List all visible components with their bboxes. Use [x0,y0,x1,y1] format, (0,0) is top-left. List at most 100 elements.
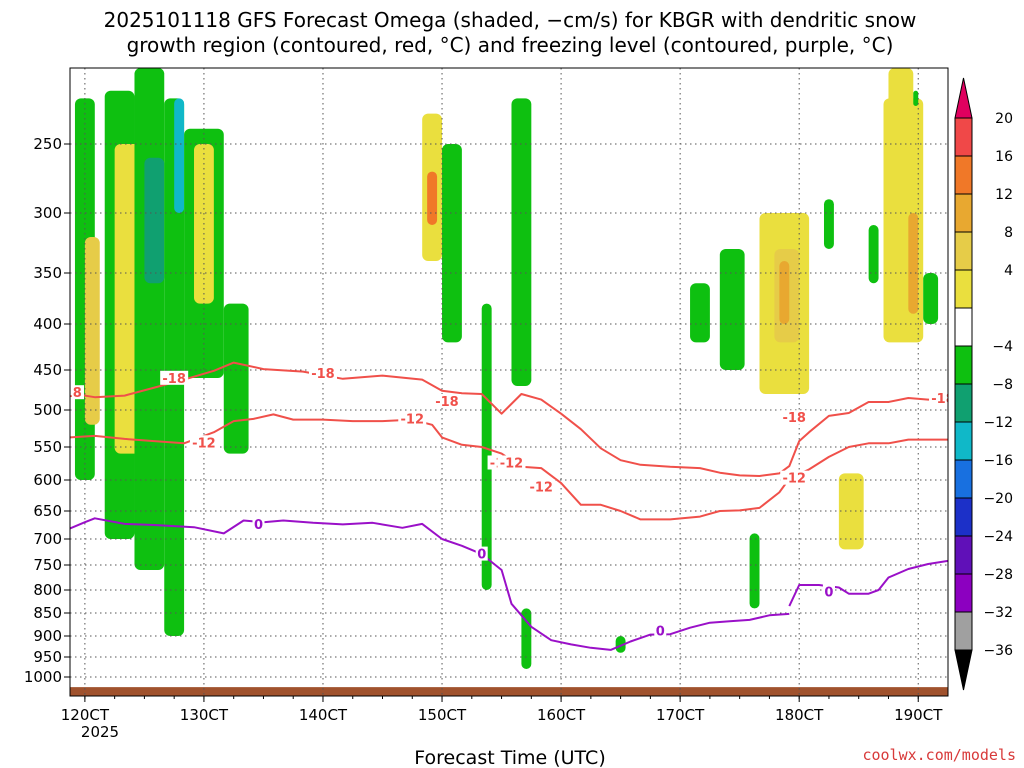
contour-label-bg [497,455,526,470]
freezing-level-contour [788,559,948,607]
y-tick-label: 450 [33,361,62,379]
colorbar-segment [954,193,973,233]
contour-label: 0 [656,624,665,639]
contour-label: -12 [401,413,425,428]
dgz-contour [70,413,948,521]
plot-frame [69,67,949,697]
contour-label-bg [252,517,265,531]
x-tick-label: 190CT [894,706,943,724]
chart-title-line-2: growth region (contoured, red, °C) and f… [127,33,894,57]
colorbar-label: 20 [995,111,1013,127]
omega-shade-cell [164,98,185,636]
omega-shade-cell [908,213,919,314]
ground-fill [70,687,948,696]
y-tick-label: 700 [33,530,62,548]
colorbar-label: −28 [983,567,1013,583]
colorbar-segment [954,459,973,499]
x-tick-label: 180CT [775,706,824,724]
colorbar-label: −24 [983,529,1013,545]
colorbar-segment [954,155,973,195]
omega-shade-cell [913,90,919,106]
contour-label: -18 [58,386,82,401]
omega-shade-cell [749,533,760,609]
omega-shade-cell [868,225,879,284]
contour-label-bg [398,411,427,426]
contour-label-bg [780,410,809,425]
x-tick-label: 130CT [180,706,229,724]
y-tick-label: 950 [33,648,62,666]
omega-shade-cell [888,68,914,158]
contour-label: -18 [931,392,955,407]
x-axis: 120CT 130CT 140CT 150CT 160CT 170CT 180CT 190CT [61,696,943,724]
y-tick-label: 500 [33,401,62,419]
grid-lines [70,68,948,696]
colorbar-label: −16 [983,453,1013,469]
colorbar-segment [954,383,973,423]
contour-label: 0 [477,548,486,563]
y-tick-label: 1000 [24,668,62,686]
omega-shading [74,68,939,669]
colorbar-label: −20 [983,491,1013,507]
omega-shade-cell [174,98,185,213]
contour-label: -12 [529,480,553,495]
ground-surface [70,687,948,696]
x-axis-title: Forecast Time (UTC) [414,747,605,768]
contour-lines: -18-18-18-18-18-18-18-12-12-12-12-120000… [58,361,955,651]
contour-label: -12 [782,472,806,487]
colorbar: 20 16 12 8 4 −4 −8 −12 −16 −20 −24 −28 −32 −36 [954,77,1013,691]
omega-shade-cell [615,636,626,653]
contour-label-bg [70,385,84,400]
dgz-contour [70,361,948,477]
contour-label: 0 [824,585,833,600]
y-tick-label: 800 [33,581,62,599]
colorbar-segment [954,117,973,157]
credit-text: coolwx.com/models [862,746,1016,764]
colorbar-segment [954,497,973,537]
contour-label-bg [475,546,488,561]
x-tick-label: 170CT [656,706,705,724]
colorbar-label: −32 [983,605,1013,621]
x-tick-label: 160CT [537,706,586,724]
contour-label: -18 [311,367,335,382]
contour-label-bg [308,366,337,380]
x-tick-label: 140CT [299,706,348,724]
colorbar-label: −4 [992,339,1013,355]
y-tick-label: 250 [33,135,62,153]
y-tick-label: 350 [33,264,62,282]
omega-shade-cell [511,98,532,387]
colorbar-label: 16 [995,149,1013,165]
omega-shade-cell [223,303,249,454]
y-tick-label: 900 [33,627,62,645]
omega-shade-cell [134,68,165,570]
contour-label-bg [822,584,835,599]
colorbar-top-arrow [954,77,973,119]
colorbar-label: 12 [995,187,1013,203]
colorbar-label: −36 [983,643,1013,659]
contour-label: 0 [254,518,263,533]
y-tick-label: 550 [33,438,62,456]
omega-shade-cell [779,261,790,324]
contour-label: -12 [192,436,216,451]
colorbar-label: 8 [1004,225,1013,241]
colorbar-segment [954,535,973,575]
colorbar-segment [954,421,973,461]
chart-title-line-1: 2025101118 GFS Forecast Omega (shaded, −… [104,8,917,32]
contour-label-bg [527,479,556,494]
omega-shade-cell [690,283,710,343]
x-tick-label: 150CT [418,706,467,724]
contour-label-bg [654,623,667,638]
plot-area: -18-18-18-18-18-18-18-12-12-12-12-120000… [58,68,955,696]
y-tick-label: 650 [33,502,62,520]
contour-label-bg [929,390,948,405]
x-tick-label: 120CT [61,706,110,724]
contour-label: -18 [162,372,186,387]
omega-shade-cell [84,237,100,425]
omega-shade-cell [719,249,745,370]
contour-label-bg [160,370,189,385]
colorbar-segment [954,307,973,347]
colorbar-segment [954,573,973,613]
contour-label: -18 [782,411,806,426]
omega-shade-cell [481,303,492,590]
colorbar-label: −8 [992,377,1013,393]
x-axis-year-label: 2025 [81,723,119,741]
